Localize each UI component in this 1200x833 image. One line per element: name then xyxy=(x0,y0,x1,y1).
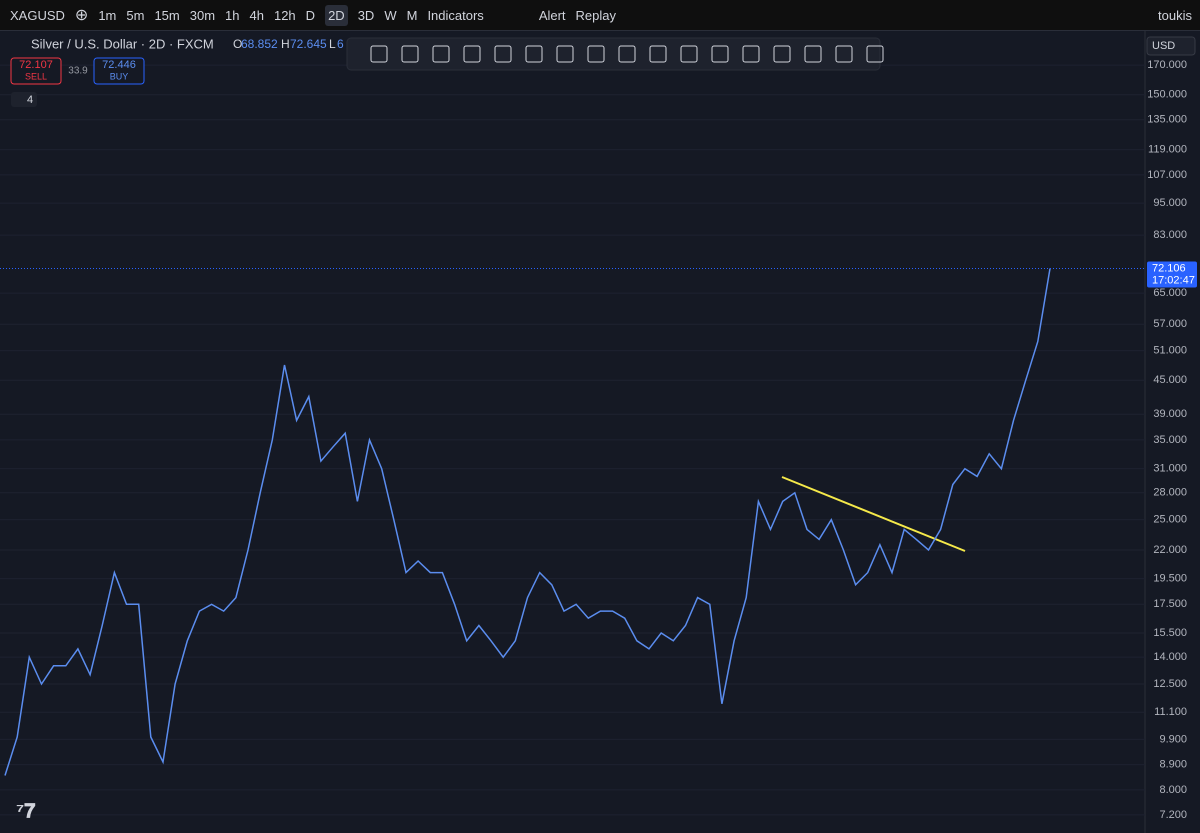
y-tick-label: 9.900 xyxy=(1159,733,1187,745)
low-value: 6 xyxy=(337,37,344,51)
interval[interactable]: W xyxy=(384,7,397,23)
price-line xyxy=(4,268,1051,776)
high-value: 72.645 xyxy=(290,37,327,51)
y-tick-label: 12.500 xyxy=(1153,678,1187,690)
drawing-tool[interactable] xyxy=(432,45,450,63)
drawing-tool[interactable] xyxy=(401,45,419,63)
last-price: 72.106 xyxy=(1152,262,1186,274)
y-tick-label: 22.000 xyxy=(1153,544,1187,556)
drawing-tool[interactable] xyxy=(556,45,574,63)
drawing-toolbar xyxy=(346,37,881,71)
add-symbol[interactable]: ⊕ xyxy=(74,7,89,24)
y-tick-label: 11.100 xyxy=(1154,706,1187,718)
indicators[interactable]: Indicators xyxy=(427,7,484,23)
y-tick-label: 17.500 xyxy=(1153,598,1187,610)
y-tick-label: 83.000 xyxy=(1153,229,1187,241)
interval[interactable]: 30m xyxy=(189,7,216,23)
y-tick-label: 65.000 xyxy=(1153,287,1187,299)
spread: 33.9 xyxy=(68,66,88,77)
y-tick-label: 57.000 xyxy=(1153,318,1187,330)
symbol-title: Silver / U.S. Dollar · 2D · FXCM xyxy=(31,36,214,51)
indicator-count: 4 xyxy=(27,94,33,106)
drawing-tool[interactable] xyxy=(804,45,822,63)
y-tick-label: 15.500 xyxy=(1153,627,1187,639)
indicator-toggle[interactable] xyxy=(11,92,37,107)
y-tick-label: 170.000 xyxy=(1147,59,1187,71)
y-tick-label: 8.000 xyxy=(1159,784,1187,796)
interval[interactable]: 1h xyxy=(225,7,240,23)
y-tick-label: 119.000 xyxy=(1148,144,1187,156)
y-tick-label: 95.000 xyxy=(1153,197,1187,209)
y-tick-label: 35.000 xyxy=(1153,434,1187,446)
drawing-tool[interactable] xyxy=(463,45,481,63)
sell-price: 72.107 xyxy=(19,59,53,71)
interval[interactable]: M xyxy=(406,7,418,23)
high-label: H xyxy=(281,37,290,51)
drawing-tool[interactable] xyxy=(835,45,853,63)
y-tick-label: 45.000 xyxy=(1153,374,1187,386)
drawing-tool[interactable] xyxy=(494,45,512,63)
drawing-tool[interactable] xyxy=(866,45,884,63)
y-tick-label: 28.000 xyxy=(1153,487,1187,499)
drawing-tool[interactable] xyxy=(680,45,698,63)
drawing-tool[interactable] xyxy=(525,45,543,63)
drawing-tool[interactable] xyxy=(649,45,667,63)
buy-button[interactable] xyxy=(93,57,145,85)
low-label: L xyxy=(329,37,336,51)
interval[interactable]: 15m xyxy=(154,7,180,23)
drawing-tool[interactable] xyxy=(618,45,636,63)
y-tick-label: 14.000 xyxy=(1153,651,1187,663)
interval[interactable]: 1m xyxy=(98,7,117,23)
logo: ⁷𝟕 xyxy=(16,800,35,822)
y-tick-label: 8.900 xyxy=(1159,759,1187,771)
interval[interactable]: 12h xyxy=(273,7,296,23)
y-tick-label: 51.000 xyxy=(1153,345,1187,357)
drawing-tool[interactable] xyxy=(711,45,729,63)
last-price-box xyxy=(1147,261,1197,288)
currency-select[interactable] xyxy=(1146,36,1196,56)
buy-price: 72.446 xyxy=(102,59,136,71)
open-label: O xyxy=(233,37,242,51)
interval[interactable]: D xyxy=(305,7,316,23)
interval[interactable]: 5m xyxy=(126,7,145,23)
y-tick-label: 150.000 xyxy=(1147,89,1187,101)
drawing-tool[interactable] xyxy=(773,45,791,63)
drawing-tool[interactable] xyxy=(742,45,760,63)
y-tick-label: 7.200 xyxy=(1159,809,1187,821)
user[interactable]: toukis xyxy=(1158,7,1192,23)
open-value: 68.852 xyxy=(241,37,278,51)
sell-button[interactable] xyxy=(10,57,62,85)
y-tick-label: 25.000 xyxy=(1153,514,1187,526)
symbol-search[interactable]: XAGUSD xyxy=(10,7,65,23)
interval[interactable]: 3D xyxy=(357,7,375,23)
sell-label: SELL xyxy=(25,71,47,81)
countdown: 17:02:47 xyxy=(1152,274,1195,286)
interval[interactable]: 2D xyxy=(325,4,348,26)
y-tick-label: 19.500 xyxy=(1153,573,1187,585)
top-toolbar: XAGUSD ⊕ 1m 5m 15m 30m 1h 4h 12h D 2D 3D W M Indica… xyxy=(0,0,1200,31)
currency: USD xyxy=(1152,40,1175,52)
buy-label: BUY xyxy=(110,71,129,81)
replay[interactable]: Replay xyxy=(575,7,617,23)
drawing-tool[interactable] xyxy=(370,45,388,63)
y-tick-label: 107.000 xyxy=(1147,169,1187,181)
y-tick-label: 135.000 xyxy=(1147,114,1187,126)
drawing-tool[interactable] xyxy=(587,45,605,63)
y-tick-label: 39.000 xyxy=(1153,408,1187,420)
y-tick-label: 31.000 xyxy=(1153,463,1187,475)
interval[interactable]: 4h xyxy=(249,7,264,23)
alert[interactable]: Alert xyxy=(538,7,566,23)
